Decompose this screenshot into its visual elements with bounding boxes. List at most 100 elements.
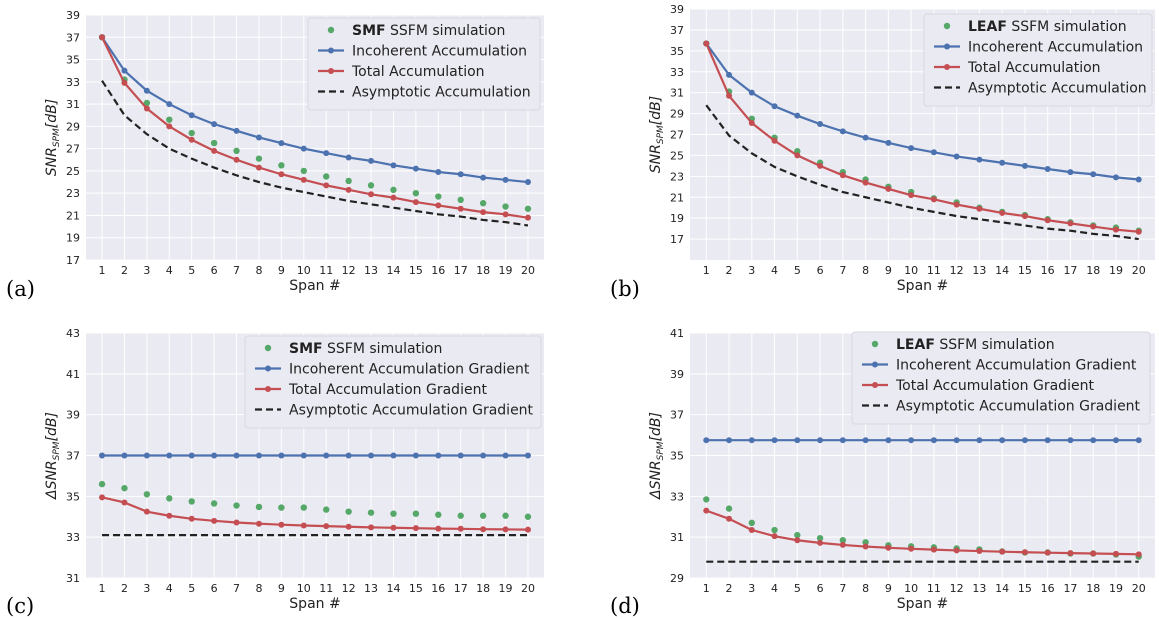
data-point-incoherent [1067,169,1074,176]
y-tick-label: 41 [670,327,684,340]
legend-label-bold: SMF [352,23,386,39]
y-tick-label: 35 [670,45,684,58]
y-tick-label: 35 [66,54,80,67]
y-tick-label: 23 [670,170,684,183]
y-tick-label: 39 [670,3,684,16]
legend-label-total: Total Accumulation [351,64,485,80]
data-point-total [908,545,915,552]
y-axis-title-unit: [dB] [44,412,60,441]
x-tick-label: 13 [972,582,986,595]
legend-label-simulation: LEAF SSFM simulation [896,337,1055,353]
x-axis-title: Span # [289,596,340,612]
series-incoherent [703,437,1142,444]
data-point-total [345,186,352,193]
data-point-incoherent [726,71,733,78]
x-tick-label: 18 [1086,582,1100,595]
legend-marker-total [328,68,334,74]
data-point-simulation [300,504,307,511]
y-tick-label: 33 [66,531,80,544]
data-point-incoherent [1090,171,1097,178]
data-point-simulation [166,116,173,123]
y-axis-title-unit: [dB] [648,412,664,441]
y-tick-label: 39 [670,368,684,381]
x-tick-label: 6 [817,582,824,595]
data-point-total [278,171,285,178]
data-point-incoherent [255,452,262,459]
x-tick-label: 2 [121,264,128,277]
data-point-incoherent [457,171,464,178]
y-axis-title-main: SNR [648,144,664,173]
data-point-total [502,211,509,218]
data-point-simulation [188,498,195,505]
x-tick-label: 6 [211,582,218,595]
data-point-simulation [457,512,464,519]
data-point-incoherent [1044,437,1051,444]
series-line-total [101,36,529,219]
legend-box [307,17,541,111]
data-point-incoherent [457,452,464,459]
x-tick-label: 13 [364,582,378,595]
data-point-simulation [412,510,420,517]
y-tick-label: 37 [66,31,80,44]
data-point-total [885,544,892,551]
legend: LEAF SSFM simulation Incoherent Accumulat… [851,331,1151,425]
data-point-simulation [166,495,173,502]
x-tick-label: 20 [1132,264,1146,277]
legend-label-simulation: LEAF SSFM simulation [968,19,1127,35]
data-point-incoherent [999,159,1006,166]
data-point-incoherent [794,437,801,444]
data-point-simulation [278,162,285,169]
data-point-incoherent [1021,162,1028,169]
data-point-incoherent [368,452,375,459]
legend-label-rest: SSFM simulation [323,341,443,357]
y-tick-label: 37 [670,409,684,422]
data-point-incoherent [976,437,983,444]
x-tick-label: 2 [121,582,128,595]
legend-marker-incoherent [872,361,878,368]
y-axis-title-main: SNR [44,147,60,176]
data-point-simulation [121,484,128,492]
x-tick-label: 8 [862,582,869,595]
x-tick-label: 4 [771,264,778,277]
data-point-total [1135,551,1142,558]
series-line-incoherent [705,42,1139,181]
series-total [703,40,1142,235]
data-point-incoherent [435,452,442,459]
series-line-total [101,496,528,531]
panel-label-a: (a) [6,277,35,301]
data-point-incoherent [121,67,128,74]
x-tick-label: 2 [726,582,733,595]
data-point-incoherent [862,437,869,444]
data-point-simulation [143,491,151,498]
data-point-incoherent [1067,437,1074,444]
data-point-simulation [98,480,106,488]
data-point-total [457,525,464,532]
data-point-total [999,209,1006,216]
data-point-total [99,34,106,41]
legend-marker-incoherent [944,43,950,50]
data-point-simulation [479,200,487,207]
y-axis-title-main: ΔSNR [44,460,60,500]
data-point-simulation [300,167,307,175]
legend-label-total: Total Accumulation Gradient [895,378,1094,394]
data-point-total [188,515,195,522]
x-tick-label: 6 [817,264,824,277]
y-tick-label: 19 [66,232,80,245]
data-point-incoherent [412,165,419,172]
legend-label-total: Total Accumulation Gradient [288,382,487,398]
series-line-total [705,43,1139,233]
data-point-total [771,137,778,144]
y-tick-label: 29 [670,572,684,585]
y-tick-label: 31 [670,87,684,100]
data-point-total [278,521,285,528]
x-tick-label: 9 [278,264,285,277]
x-tick-label: 10 [904,264,918,277]
x-axis-title: Span # [897,596,948,612]
data-point-total [1044,217,1051,224]
data-point-total [1067,220,1074,227]
data-point-simulation [748,519,755,527]
data-point-total [211,147,218,154]
x-tick-label: 17 [454,264,468,277]
